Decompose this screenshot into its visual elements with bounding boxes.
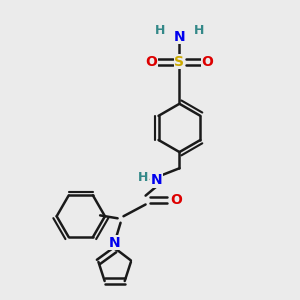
- Text: N: N: [151, 173, 163, 187]
- Text: S: S: [174, 55, 184, 69]
- Text: H: H: [138, 172, 148, 184]
- Text: O: O: [202, 55, 213, 69]
- Text: O: O: [171, 193, 182, 207]
- Text: H: H: [194, 24, 204, 37]
- Text: N: N: [109, 236, 121, 250]
- Text: O: O: [146, 55, 158, 69]
- Text: N: N: [174, 30, 185, 44]
- Text: H: H: [155, 24, 166, 37]
